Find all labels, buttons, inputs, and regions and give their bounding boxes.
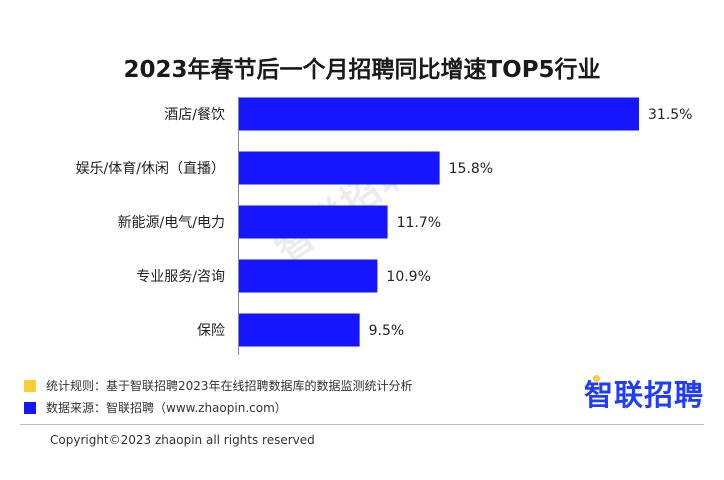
bar (239, 151, 440, 185)
yellow-square-icon (24, 379, 36, 392)
chart-title: 2023年春节后一个月招聘同比增速TOP5行业 (123, 57, 601, 83)
footnote-source-text: 数据来源：智联招聘（www.zhaopin.com） (46, 401, 287, 415)
data-label: 11.7% (397, 215, 441, 231)
data-label: 31.5% (648, 107, 692, 123)
footnote-source: 数据来源：智联招聘（www.zhaopin.com） (24, 399, 287, 416)
category-label: 专业服务/咨询 (136, 269, 225, 285)
bar (239, 205, 388, 239)
category-label: 保险 (197, 323, 225, 339)
data-label: 9.5% (369, 323, 405, 339)
bar (239, 259, 378, 293)
category-label: 酒店/餐饮 (164, 107, 225, 123)
data-label: 15.8% (449, 161, 493, 177)
category-label: 新能源/电气/电力 (118, 215, 225, 231)
category-label: 娱乐/体育/休闲（直播） (76, 160, 225, 177)
bar-chart: 酒店/餐饮 31.5% 娱乐/体育/休闲（直播） 15.8% 新能源/电气/电力 11.7… (76, 97, 692, 355)
bar (239, 313, 360, 347)
copyright-text: Copyright©2023 zhaopin all rights reserv… (50, 433, 315, 447)
data-label: 10.9% (386, 269, 430, 285)
blue-square-icon (24, 401, 36, 414)
footer-divider (20, 424, 704, 425)
footnote-method-text: 统计规则：基于智联招聘2023年在线招聘数据库的数据监测统计分析 (46, 379, 413, 393)
footnote-method: 统计规则：基于智联招聘2023年在线招聘数据库的数据监测统计分析 (24, 377, 413, 394)
bar (239, 97, 639, 131)
zhaopin-logo: 智联招聘 (584, 372, 704, 414)
logo-text: 智联招聘 (583, 378, 704, 412)
